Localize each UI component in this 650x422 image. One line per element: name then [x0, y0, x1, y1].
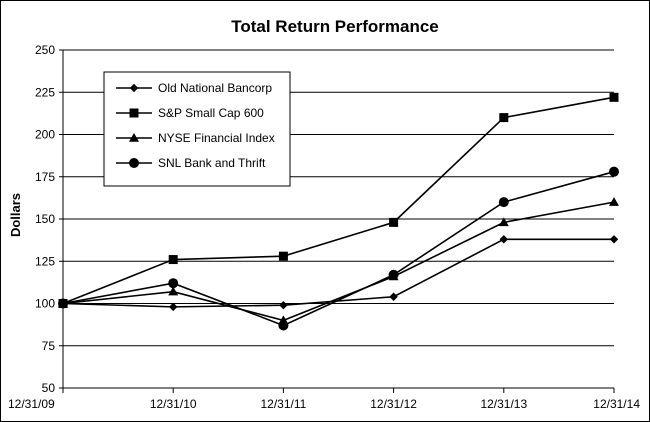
x-tick-label: 12/31/09: [8, 397, 55, 411]
data-point: [389, 292, 398, 301]
data-point: [168, 286, 179, 296]
y-tick-label: 225: [35, 85, 55, 99]
series-line: [62, 96, 615, 305]
legend-item: S&P Small Cap 600: [116, 106, 264, 120]
y-tick-label: 175: [35, 170, 55, 184]
data-point: [279, 300, 288, 310]
legend-label: Old National Bancorp: [158, 81, 272, 95]
legend-item: SNL Bank and Thrift: [116, 156, 266, 170]
data-point: [499, 235, 508, 244]
series-line: [62, 201, 615, 322]
legend-marker: [129, 133, 139, 142]
data-point: [609, 166, 619, 177]
data-point: [168, 278, 179, 289]
data-point: [169, 302, 178, 312]
legend-marker: [129, 158, 139, 168]
series-circle: [58, 166, 619, 331]
y-tick-label: 150: [35, 212, 55, 226]
x-tick-label: 12/31/10: [150, 397, 197, 411]
y-tick-label: 50: [42, 381, 56, 395]
data-point: [609, 235, 619, 244]
legend: Old National Bancorp S&P Small Cap 600 NYS…: [103, 71, 291, 187]
legend-marker: [129, 108, 139, 118]
data-point: [168, 255, 178, 265]
axes: [59, 49, 615, 393]
data-point: [389, 217, 399, 227]
series-triangle: [58, 197, 619, 325]
series-line: [62, 170, 615, 327]
y-axis-label: Dollars: [8, 193, 23, 237]
data-point: [58, 298, 68, 309]
legend-label: NYSE Financial Index: [158, 131, 275, 145]
legend-marker: [129, 83, 139, 93]
x-tick-label: 12/31/12: [370, 397, 417, 411]
chart-title: Total Return Performance: [231, 17, 439, 36]
data-point: [498, 197, 509, 208]
data-point: [609, 92, 619, 102]
x-tick-label: 12/31/13: [480, 397, 527, 411]
legend-item: Old National Bancorp: [116, 81, 272, 95]
legend-label: S&P Small Cap 600: [158, 106, 264, 120]
x-tick-labels: 12/31/09 12/31/10 12/31/11 12/31/12 12/31/13…: [8, 397, 640, 411]
legend-label: SNL Bank and Thrift: [158, 156, 266, 170]
data-point: [498, 217, 509, 227]
series-group: [58, 92, 619, 331]
data-point: [278, 251, 288, 261]
y-tick-label: 200: [35, 128, 55, 142]
legend-item: NYSE Financial Index: [116, 131, 275, 145]
y-tick-label: 75: [42, 339, 56, 353]
y-tick-labels: 50 75 100 125 150 175 200 225 250: [35, 43, 55, 395]
x-tick-label: 12/31/14: [593, 397, 640, 411]
data-point: [388, 269, 399, 280]
y-tick-label: 125: [35, 254, 55, 268]
data-point: [609, 197, 619, 206]
x-tick-label: 12/31/11: [260, 397, 306, 411]
data-point: [499, 113, 509, 123]
y-tick-label: 250: [35, 43, 55, 57]
y-tick-label: 100: [35, 297, 55, 311]
series-line: [62, 238, 614, 308]
data-point: [278, 320, 289, 331]
